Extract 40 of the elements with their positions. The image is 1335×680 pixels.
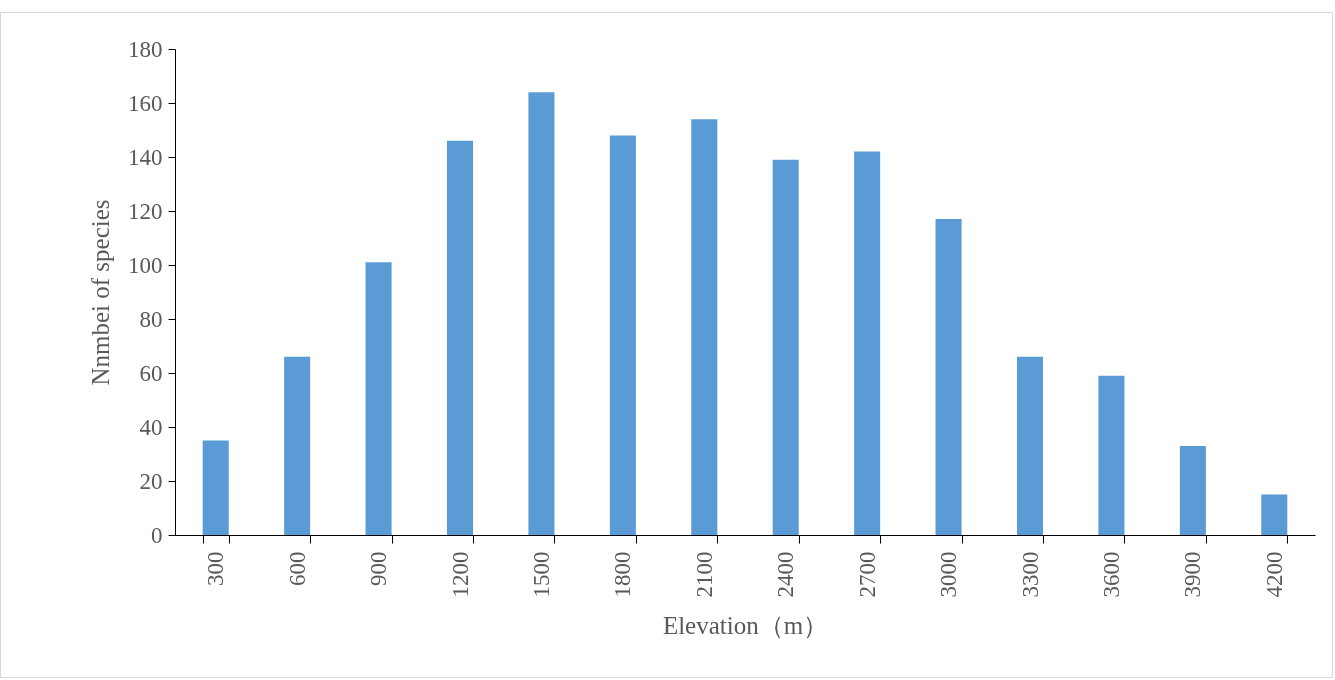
bar [935,219,962,535]
y-tick-label: 60 [139,360,163,386]
y-tick-label: 100 [128,252,163,278]
y-tick-label: 40 [139,414,163,440]
bar [1098,375,1125,535]
bar [772,159,799,535]
bar [609,135,636,535]
x-tick-label: 2100 [691,551,717,598]
x-tick-label: 1200 [447,551,473,598]
x-tick-label: 900 [366,551,392,586]
x-tick-label: 3300 [1017,551,1043,598]
y-tick-label: 120 [128,198,163,224]
x-tick-label: 3600 [1098,551,1124,598]
bar [1261,494,1288,535]
x-tick-label: 300 [203,551,229,586]
x-tick-label: 3000 [936,551,962,598]
bar [854,151,881,535]
y-tick-label: 20 [139,468,163,494]
bar [1179,445,1206,535]
bar [691,119,718,535]
x-tick-label: 600 [284,551,310,586]
x-tick-label: 3900 [1180,551,1206,598]
bar [1016,356,1044,535]
y-tick-label: 180 [128,36,163,62]
y-tick-label: 160 [128,90,163,116]
bar [365,262,392,535]
bar [446,140,474,535]
bar [284,356,311,535]
y-tick-label: 80 [139,306,163,332]
y-tick-label: 140 [128,144,163,170]
y-tick-label: 0 [151,522,163,548]
bar [528,92,555,535]
x-tick-label: 2400 [773,551,799,598]
x-tick-label: 4200 [1261,551,1287,598]
x-tick-label: 1500 [528,551,554,598]
x-axis-title: Elevation（m） [662,611,829,639]
y-axis-title: Nnmbei of species [87,199,114,386]
x-tick-label: 2700 [854,551,880,598]
x-tick-label: 1800 [610,551,636,598]
bar [202,440,229,535]
